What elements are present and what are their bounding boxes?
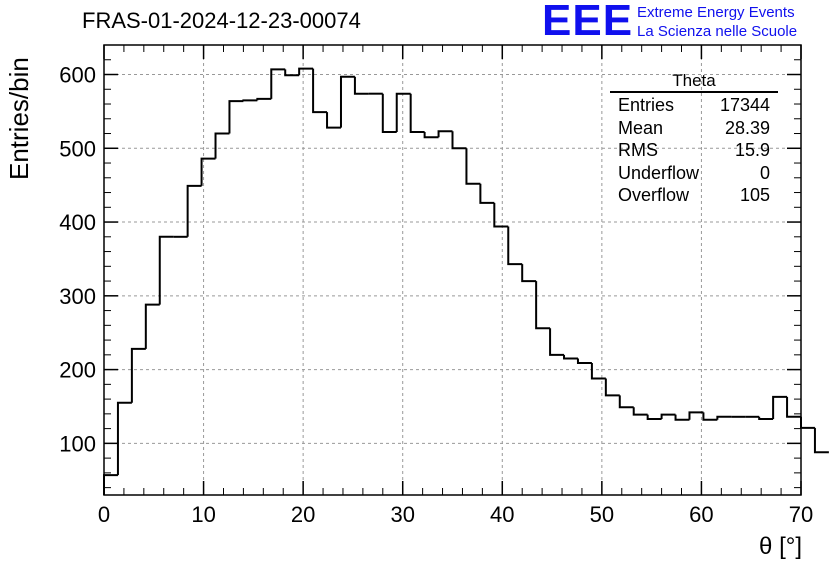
histogram-bin [200,157,216,186]
x-tick-label: 50 [590,502,614,527]
stats-box: Theta Entries 17344 Mean 28.39 RMS 15.9 … [610,72,778,207]
histogram-bin [326,112,341,129]
stats-title: Theta [610,72,778,93]
histogram-bin [688,411,704,420]
stats-label: Overflow [618,185,690,205]
x-tick-label: 30 [390,502,414,527]
histogram-bin [353,76,369,95]
histogram-bin [214,132,230,159]
histogram-bin [800,416,815,429]
histogram-bin [674,414,690,421]
stats-value: 28.39 [724,117,770,138]
histogram-bin [256,97,272,101]
histogram-bin [270,68,286,99]
stats-label: Mean [618,117,664,138]
chart-title: FRAS-01-2024-12-23-00074 [82,8,361,33]
histogram-bin [103,474,118,495]
axis-ticks [103,44,802,495]
stats-row-mean: Mean 28.39 [610,117,778,140]
stats-label: RMS [618,140,658,160]
x-tick-label: 70 [789,502,813,527]
histogram-bin [660,413,676,420]
x-tick-label: 60 [689,502,713,527]
y-axis-label: Entries/bin [4,57,34,180]
x-axis-label: θ [°] [759,533,802,560]
logo-caption-line2: La Scienza nelle Scuole [637,23,798,40]
histogram-bin [507,226,523,266]
histogram-bin [381,93,397,134]
histogram-bin [312,68,328,114]
histogram-bin [590,362,606,380]
histogram-bin [576,358,592,364]
histogram-bin [451,131,467,150]
x-tick-label: 40 [490,502,514,527]
histogram-bin [116,401,132,476]
histogram-bin [465,148,481,185]
y-tick-label: 400 [59,210,96,235]
grid-lines [104,45,801,495]
histogram-bin [437,130,453,138]
x-tick-label: 20 [291,502,315,527]
stats-label: Entries [618,95,675,115]
histogram-bin [772,395,788,420]
histogram-bin [786,396,801,418]
logo-caption: Extreme Energy Events La Scienza nelle S… [637,3,797,41]
histogram-bin [395,92,411,133]
histogram-bin [758,416,774,421]
stats-row-overflow: Overflow 105 [610,184,778,207]
histogram-bin [158,235,174,305]
histogram-bin [186,184,202,237]
y-tick-label: 600 [59,63,96,88]
stats-row-underflow: Underflow 0 [610,162,778,185]
histogram-bin [493,202,509,228]
histogram-bin [144,303,160,349]
histogram-bin [604,378,620,397]
histogram-bin [632,407,648,416]
logo-caption-line1: Extreme Energy Events [637,4,795,21]
histogram-bin [298,67,314,76]
tick-labels: 0 10 20 30 40 50 60 70 100 200 300 400 500 600 [59,63,813,527]
histogram-bin [618,395,634,409]
plot-frame [103,44,802,496]
histogram-bin [409,93,425,134]
y-tick-label: 200 [59,358,96,383]
histogram-bin [716,415,732,420]
histogram-bin [521,264,537,283]
stats-value: 17344 [719,95,770,115]
histogram-bin [423,132,439,139]
histogram-bin [646,414,662,421]
stats-value: 15.9 [734,140,770,160]
stats-row-entries: Entries 17344 [610,94,778,117]
x-tick-label: 0 [98,502,110,527]
histogram-bin [228,100,244,134]
histogram-bin [702,412,718,421]
eee-logo: EEE [542,0,634,45]
histogram-bin [535,281,551,330]
x-tick-label: 10 [191,502,215,527]
stats-value: 105 [739,185,770,205]
histogram-bin [549,328,565,356]
y-tick-label: 500 [59,136,96,161]
histogram-bin [813,427,829,454]
stats-label: Underflow [618,162,700,183]
stats-row-rms: RMS 15.9 [610,139,778,162]
histogram-bin [284,69,300,77]
stats-value: 0 [759,162,770,183]
y-tick-label: 100 [59,431,96,456]
histogram-bin [479,183,495,204]
y-tick-label: 300 [59,284,96,309]
histogram-bin [130,347,146,403]
histogram-bin [242,99,258,102]
histogram-bin [563,354,578,360]
histogram-bin [339,75,355,128]
